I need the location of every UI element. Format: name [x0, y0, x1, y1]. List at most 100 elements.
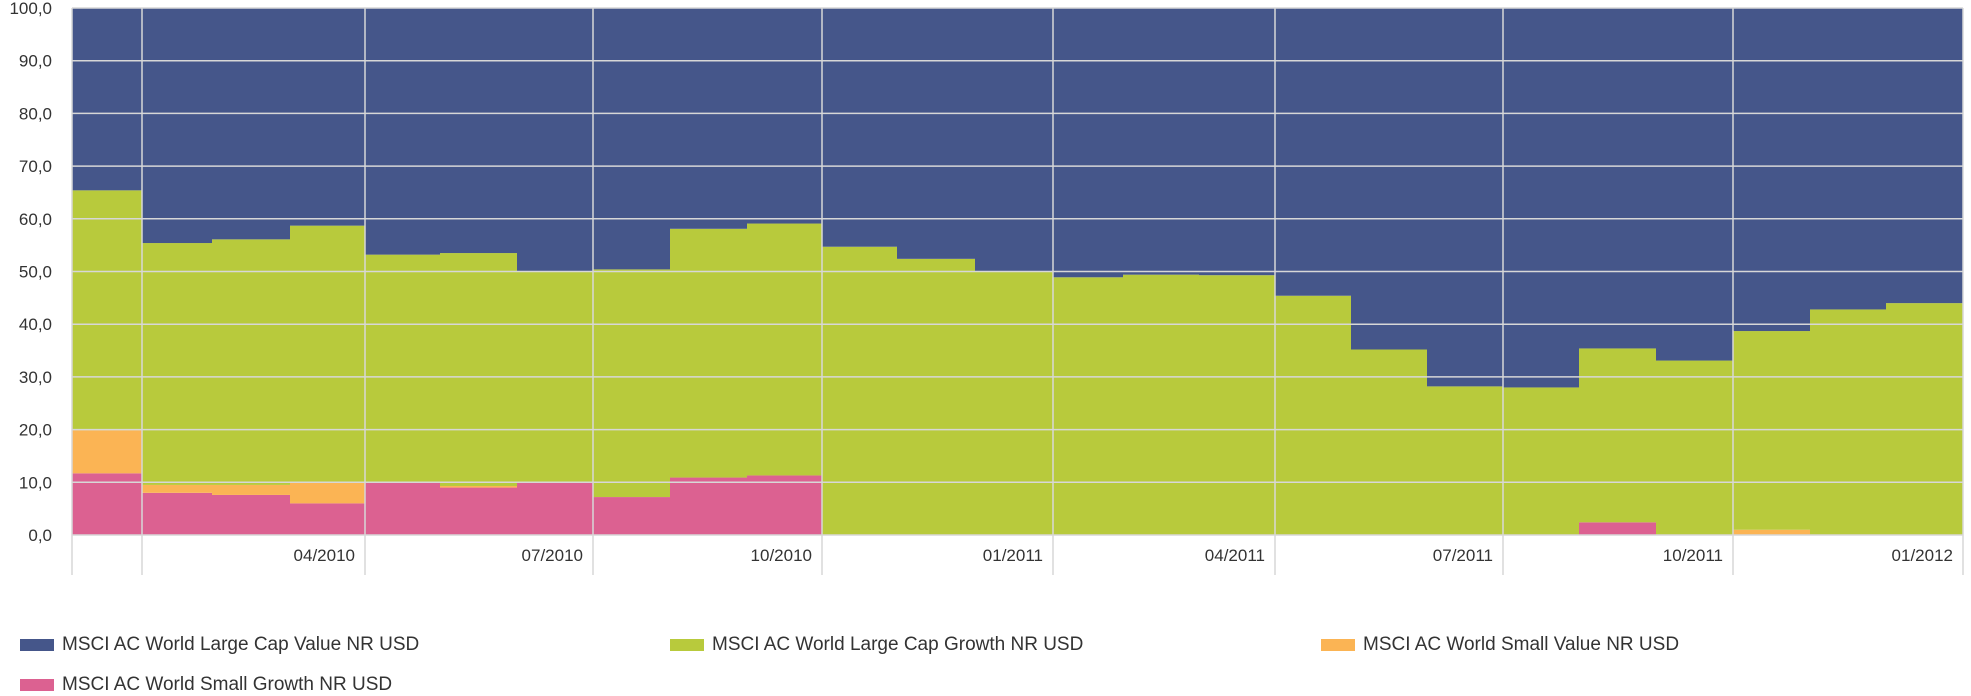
area-segment-2: [365, 254, 440, 483]
area-segment-1: [1579, 8, 1656, 349]
legend-label: MSCI AC World Small Growth NR USD: [62, 674, 393, 695]
x-axis-tick-labels: 04/2010 07/2010 10/2010 01/2011 04/2011 07/20…: [294, 546, 1953, 565]
area-segment-2: [142, 243, 212, 485]
area-segment-4: [440, 487, 517, 535]
area-segment-1: [1427, 8, 1503, 387]
x-tick-label: 01/2012: [1892, 546, 1953, 565]
area-segment-2: [975, 272, 1053, 535]
area-segment-1: [290, 8, 365, 226]
legend-item: MSCI AC World Small Value NR USD: [1321, 634, 1679, 656]
area-segment-2: [1503, 387, 1579, 535]
legend-label: MSCI AC World Large Cap Growth NR USD: [712, 634, 1084, 655]
y-tick-label: 0,0: [28, 526, 52, 545]
area-segment-2: [1427, 386, 1503, 535]
legend-label: MSCI AC World Large Cap Value NR USD: [62, 634, 420, 655]
y-tick-label: 70,0: [19, 157, 52, 176]
area-segment-1: [670, 8, 747, 229]
x-tick-label: 07/2011: [1433, 546, 1493, 565]
area-segment-1: [517, 8, 593, 273]
y-tick-label: 20,0: [19, 421, 52, 440]
area-segment-2: [212, 239, 290, 485]
area-segment-3: [142, 484, 212, 493]
x-tick-label: 04/2011: [1205, 546, 1265, 565]
x-tick-label: 10/2011: [1663, 546, 1723, 565]
area-segment-3: [440, 485, 517, 488]
area-segment-2: [670, 228, 747, 478]
area-segment-1: [1733, 8, 1810, 332]
area-segment-1: [593, 8, 670, 270]
area-segment-1: [1275, 8, 1351, 296]
area-segment-2: [1053, 277, 1123, 535]
area-segment-4: [365, 482, 440, 535]
area-segment-2: [1656, 360, 1733, 535]
y-tick-label: 100,0: [9, 0, 52, 18]
area-segment-4: [290, 503, 365, 535]
legend-swatch: [670, 639, 704, 651]
area-segment-2: [440, 253, 517, 486]
area-segment-1: [1886, 8, 1963, 304]
legend-swatch: [20, 639, 54, 651]
area-segment-3: [72, 430, 142, 474]
area-segment-1: [440, 8, 517, 254]
legend-item: MSCI AC World Large Cap Value NR USD: [20, 634, 419, 656]
area-segment-2: [593, 269, 670, 498]
area-segment-1: [975, 8, 1053, 273]
legend-item: MSCI AC World Large Cap Growth NR USD: [670, 634, 1083, 656]
y-tick-label: 40,0: [19, 315, 52, 334]
area-segment-2: [1886, 303, 1963, 535]
area-segment-2: [1275, 295, 1351, 535]
area-segment-1: [1656, 8, 1733, 361]
area-segment-2: [1199, 275, 1275, 535]
area-segment-1: [822, 8, 897, 247]
area-segment-2: [72, 190, 142, 431]
area-segment-2: [1351, 349, 1427, 535]
x-tick-label: 07/2010: [522, 546, 583, 565]
area-segment-3: [212, 484, 290, 495]
area-segment-4: [593, 497, 670, 535]
area-segment-1: [1351, 8, 1427, 350]
legend-swatch: [20, 679, 54, 691]
y-tick-label: 50,0: [19, 263, 52, 282]
y-axis-tick-labels: 0,0 10,0 20,0 30,0 40,0 50,0 60,0 70,0 80,0 90,0 1…: [9, 0, 52, 545]
area-segment-4: [670, 477, 747, 535]
area-segment-2: [1579, 348, 1656, 523]
area-segment-1: [365, 8, 440, 255]
x-tick-label: 01/2011: [983, 546, 1043, 565]
stacked-area-chart: 0,0 10,0 20,0 30,0 40,0 50,0 60,0 70,0 80,0 90,0 1…: [9, 0, 1964, 575]
y-tick-label: 30,0: [19, 368, 52, 387]
y-tick-label: 90,0: [19, 52, 52, 71]
area-segment-2: [897, 258, 975, 535]
area-segment-1: [1810, 8, 1886, 310]
area-segment-2: [290, 225, 365, 482]
legend-item: MSCI AC World Small Growth NR USD: [20, 674, 392, 696]
x-tick-label: 04/2010: [294, 546, 355, 565]
data-marks: [72, 8, 1963, 535]
area-segment-1: [747, 8, 822, 224]
y-tick-label: 80,0: [19, 104, 52, 123]
area-segment-2: [1733, 331, 1810, 530]
area-segment-3: [290, 481, 365, 504]
legend: MSCI AC World Large Cap Value NR USD MSC…: [20, 630, 1960, 696]
area-segment-4: [517, 482, 593, 535]
area-segment-2: [1810, 309, 1886, 535]
area-segment-1: [1123, 8, 1199, 275]
x-tick-label: 10/2010: [751, 546, 812, 565]
area-segment-4: [72, 473, 142, 535]
area-segment-1: [1503, 8, 1579, 388]
y-tick-label: 60,0: [19, 210, 52, 229]
area-segment-1: [142, 8, 212, 244]
area-segment-4: [1579, 522, 1656, 535]
area-segment-4: [747, 475, 822, 535]
y-tick-label: 10,0: [19, 473, 52, 492]
area-segment-3: [1733, 529, 1810, 535]
area-segment-2: [1123, 274, 1199, 535]
area-segment-1: [1053, 8, 1123, 278]
area-segment-2: [747, 223, 822, 476]
area-segment-4: [212, 494, 290, 535]
area-segment-2: [822, 246, 897, 535]
area-segment-1: [1199, 8, 1275, 276]
legend-label: MSCI AC World Small Value NR USD: [1363, 634, 1680, 655]
area-segment-1: [72, 8, 142, 191]
legend-swatch: [1321, 639, 1355, 651]
gridlines: [71, 7, 1964, 575]
